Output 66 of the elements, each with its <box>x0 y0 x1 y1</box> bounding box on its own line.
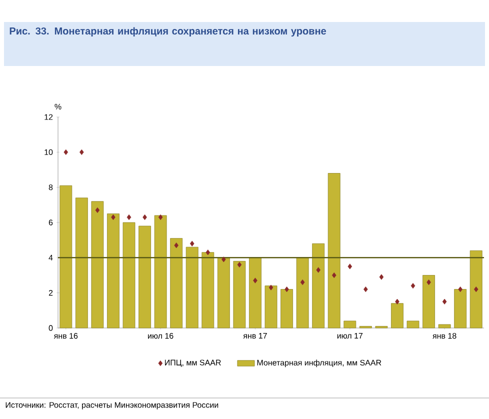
y-tick-label: 6 <box>48 220 53 226</box>
point <box>253 278 258 284</box>
y-axis-title: % <box>54 104 62 110</box>
point <box>268 284 274 290</box>
bar <box>170 238 183 328</box>
bar <box>107 214 120 328</box>
x-tick-label: янв 17 <box>243 333 267 339</box>
bar <box>138 226 151 328</box>
y-tick-label: 2 <box>48 290 53 296</box>
point <box>126 214 132 220</box>
bar <box>249 257 262 328</box>
bar <box>60 185 72 328</box>
point <box>364 286 368 292</box>
y-tick-label: 0 <box>48 325 53 331</box>
bar <box>217 257 230 328</box>
point <box>332 272 336 278</box>
point <box>458 286 462 292</box>
bar <box>122 222 136 328</box>
chart-title: Рис. 33. Монетарная инфляция сохраняется на низком уровне <box>10 27 326 37</box>
text: Источники: Росстат, расчеты Минэкономразвития России <box>6 402 218 410</box>
point <box>174 242 178 248</box>
y-tick-label: 4 <box>48 254 53 260</box>
point <box>206 250 210 256</box>
point <box>95 207 100 213</box>
point <box>190 240 194 246</box>
bar <box>264 286 278 328</box>
point <box>474 286 478 292</box>
point <box>348 264 352 270</box>
point <box>442 298 447 304</box>
x-tick-label: июл 16 <box>148 333 174 339</box>
bar <box>454 289 467 328</box>
point <box>316 267 320 273</box>
point <box>410 282 416 289</box>
point <box>80 149 84 155</box>
legend-label: ИПЦ, мм SAAR <box>165 360 221 367</box>
legend-label: Монетарная инфляция, мм SAAR <box>257 360 382 368</box>
bar <box>233 260 246 328</box>
bar <box>470 250 482 328</box>
x-tick-label: янв 18 <box>432 333 456 339</box>
bar <box>202 252 214 328</box>
y-tick-label: 12 <box>44 114 53 120</box>
x-tick-label: июл 17 <box>337 333 363 339</box>
bar <box>328 173 340 328</box>
bar <box>91 201 104 328</box>
bar <box>280 289 293 328</box>
bar <box>154 215 167 328</box>
point <box>64 149 68 155</box>
bar <box>438 324 451 328</box>
bar <box>344 320 356 328</box>
bar <box>312 243 325 328</box>
bar <box>296 257 309 328</box>
point <box>222 256 226 262</box>
bar <box>406 320 420 328</box>
bar <box>186 246 198 328</box>
y-tick-label: 10 <box>44 149 53 155</box>
x-tick-label: янв 16 <box>54 333 78 339</box>
bar <box>75 198 88 328</box>
point <box>158 214 163 220</box>
point <box>300 279 305 286</box>
bar <box>422 275 435 328</box>
point <box>379 274 384 280</box>
point <box>237 262 242 268</box>
point <box>395 298 400 304</box>
point <box>284 286 289 292</box>
bar <box>391 303 404 328</box>
y-tick-label: 8 <box>48 184 53 190</box>
